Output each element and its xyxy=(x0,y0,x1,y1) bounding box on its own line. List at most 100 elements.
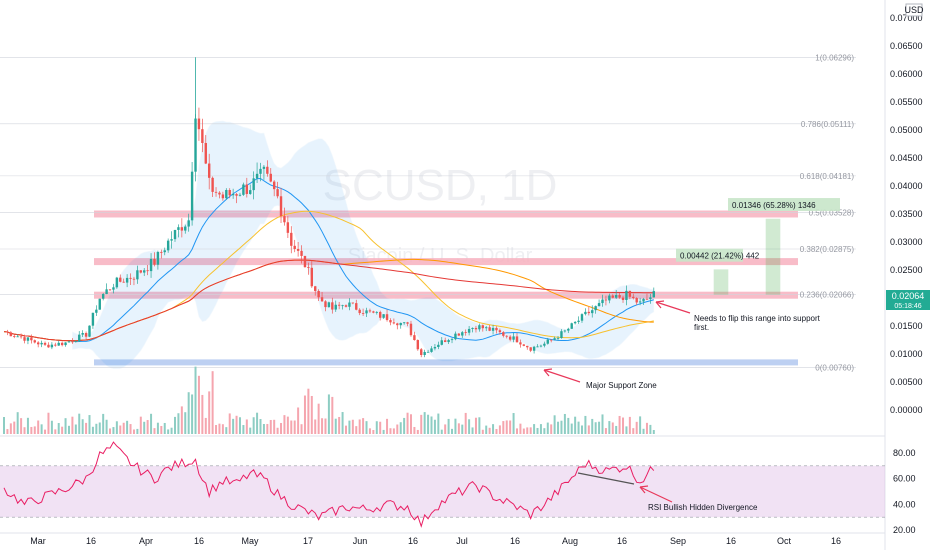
volume-bar xyxy=(228,413,231,434)
currency-label: USD xyxy=(904,5,924,15)
candle-body xyxy=(60,342,64,346)
volume-bar xyxy=(307,388,310,434)
fib-label-0: 0(0.00760) xyxy=(815,363,854,372)
volume-bar xyxy=(351,419,354,434)
candle-body xyxy=(591,310,594,314)
candle-body xyxy=(262,166,266,169)
volume-bar xyxy=(618,415,621,434)
price-pane[interactable] xyxy=(0,0,885,436)
candle-body xyxy=(341,305,344,307)
candle-body xyxy=(337,304,341,306)
volume-bar xyxy=(474,417,477,434)
candle-body xyxy=(50,344,54,348)
time-tick-label: Apr xyxy=(139,536,153,546)
volume-bar xyxy=(218,423,221,434)
time-tick-label: 17 xyxy=(303,536,313,546)
volume-bar xyxy=(266,423,269,434)
candle-body xyxy=(255,173,259,179)
ma-20-line xyxy=(3,177,654,343)
volume-bar xyxy=(78,413,81,434)
candle-body xyxy=(190,171,194,221)
candle-body xyxy=(553,338,556,340)
moving-averages-layer xyxy=(3,177,654,343)
candle-body xyxy=(108,289,112,291)
time-tick-label: 16 xyxy=(194,536,204,546)
volume-bar xyxy=(109,428,112,434)
candle-body xyxy=(163,250,166,253)
volume-bar xyxy=(584,415,587,434)
candle-body xyxy=(276,189,279,197)
candle-body xyxy=(454,333,457,340)
annotation-flip-range: Needs to flip this range into support fi… xyxy=(655,300,821,332)
candle-body xyxy=(269,173,272,182)
annotation-arrow-line xyxy=(639,486,673,503)
candle-body xyxy=(334,304,337,310)
candle-body xyxy=(146,270,149,272)
fib-label-0.5: 0.5(0.03528) xyxy=(809,208,855,217)
volume-bar xyxy=(608,421,611,434)
volume-bar xyxy=(423,412,426,434)
fib-label-0.236: 0.236(0.02066) xyxy=(800,290,855,299)
volume-bar xyxy=(40,424,43,434)
volume-bar xyxy=(273,419,276,434)
volume-bar xyxy=(433,419,436,434)
volume-bar xyxy=(170,427,173,434)
volume-bar xyxy=(577,421,580,434)
candle-body xyxy=(218,192,221,195)
candle-body xyxy=(495,327,498,331)
rsi-tick-label: 20.00 xyxy=(893,525,916,535)
volume-bar xyxy=(235,415,238,434)
volume-bar xyxy=(331,396,334,434)
candle-body xyxy=(177,227,180,230)
candle-body xyxy=(457,333,461,336)
volume-bar xyxy=(201,394,204,434)
price-tick-label: 0.03500 xyxy=(890,209,923,219)
price-tick-label: 0.06500 xyxy=(890,41,923,51)
candle-body xyxy=(652,291,655,298)
candle-body xyxy=(290,232,293,246)
volume-bar xyxy=(550,424,553,434)
candle-body xyxy=(310,267,313,287)
volume-bar xyxy=(74,424,77,434)
candle-body xyxy=(47,344,50,348)
candle-body xyxy=(43,342,47,345)
volume-bar xyxy=(88,415,91,434)
rsi-pane[interactable] xyxy=(0,438,885,533)
volume-bar xyxy=(498,425,501,434)
annotation-arrow-line xyxy=(655,301,691,314)
volume-bar xyxy=(348,420,351,434)
candle-body xyxy=(543,343,546,346)
volume-bar xyxy=(242,425,245,434)
volume-bar xyxy=(249,427,252,434)
volume-bar xyxy=(191,394,194,434)
candle-body xyxy=(71,341,74,343)
volume-bar xyxy=(553,415,556,434)
volume-bar xyxy=(112,427,115,434)
candle-body xyxy=(16,336,19,338)
time-tick-label: Jun xyxy=(353,536,368,546)
time-tick-label: 16 xyxy=(831,536,841,546)
candle-body xyxy=(324,301,327,308)
volume-bar xyxy=(368,428,371,434)
time-tick-label: 16 xyxy=(617,536,627,546)
volume-bar xyxy=(604,428,607,434)
volume-bar xyxy=(362,418,365,434)
candle-body xyxy=(481,325,484,329)
candle-body xyxy=(64,342,67,346)
candle-body xyxy=(105,289,108,295)
candle-body xyxy=(485,327,488,329)
volume-bar xyxy=(478,417,481,434)
fib-label-0.618: 0.618(0.04181) xyxy=(800,172,855,181)
volume-bar xyxy=(238,417,241,434)
candle-body xyxy=(81,333,84,335)
volume-bar xyxy=(163,422,166,434)
volume-bar xyxy=(516,428,518,434)
candle-body xyxy=(166,240,170,251)
measure-box-2 xyxy=(765,218,781,295)
volume-bar xyxy=(119,425,122,434)
currency-button[interactable] xyxy=(905,3,923,17)
candle-body xyxy=(396,323,399,326)
candle-body xyxy=(238,194,242,196)
candle-body xyxy=(515,336,519,343)
